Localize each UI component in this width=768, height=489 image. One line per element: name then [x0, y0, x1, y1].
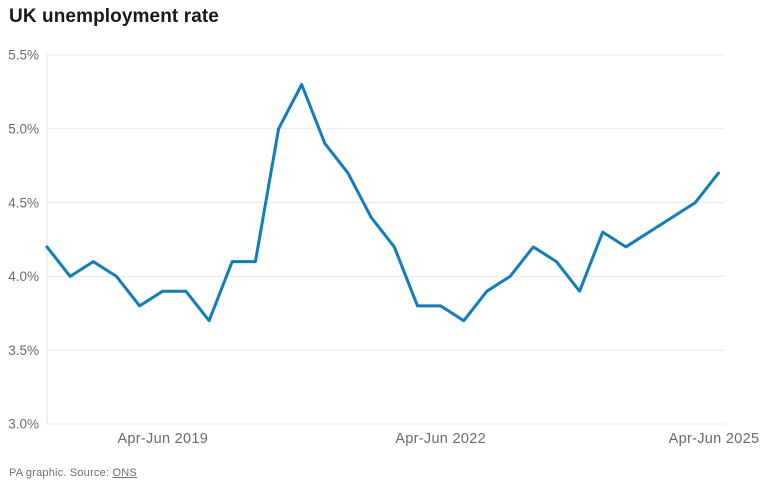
y-axis-tick-label: 5.0% [8, 122, 39, 137]
x-axis-tick-label: Apr-Jun 2025 [669, 431, 760, 447]
source-attribution: PA graphic. Source: ONS [9, 467, 137, 479]
source-attribution-text: PA graphic. Source: [9, 467, 113, 479]
source-link-ons[interactable]: ONS [112, 467, 137, 479]
y-axis-tick-label: 5.5% [8, 48, 39, 63]
y-axis-tick-label: 3.5% [8, 343, 39, 358]
y-axis-tick-label: 3.0% [8, 417, 39, 432]
y-axis-tick-label: 4.5% [8, 195, 39, 210]
chart-title: UK unemployment rate [9, 6, 219, 27]
unemployment-rate-line [45, 83, 720, 323]
x-axis-tick-label: Apr-Jun 2022 [395, 431, 486, 447]
y-axis-tick-label: 4.0% [8, 269, 39, 284]
x-axis-tick-label: Apr-Jun 2019 [117, 431, 208, 447]
